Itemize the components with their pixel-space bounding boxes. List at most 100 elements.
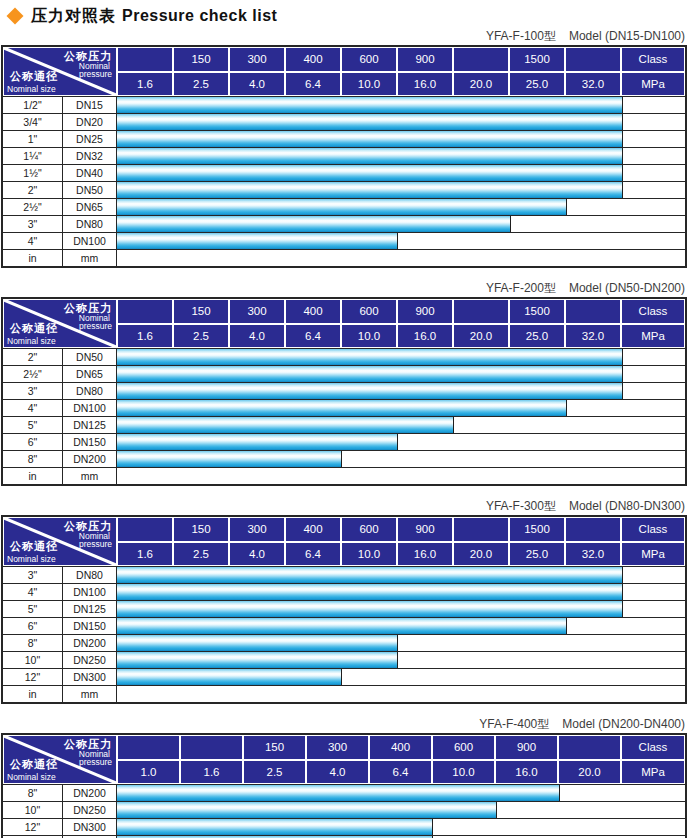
pressure-table: 公称压力Nominalpressure公称通径Nominal size15030… (1, 297, 687, 486)
inch-size-cell: 2½" (3, 366, 63, 382)
dn-size-cell: DN100 (63, 584, 117, 600)
class-value-cell: 400 (286, 48, 340, 71)
class-value-cell (454, 48, 508, 71)
table-caption: YFA-F-400型Model (DN200-DN400) (0, 704, 688, 733)
pressure-bar-zone (117, 250, 685, 266)
mpa-value-cell: 16.0 (398, 325, 452, 348)
pressure-bar-zone (117, 199, 685, 215)
inch-size-cell: 5" (3, 601, 63, 617)
corner-header-cell: 公称压力Nominalpressure公称通径Nominal size (4, 736, 116, 783)
table-row: 6"DN150 (3, 433, 685, 450)
inch-size-cell: 8" (3, 635, 63, 651)
class-value-cell: 600 (342, 518, 396, 541)
table-caption: YFA-F-300型Model (DN80-DN300) (0, 486, 688, 515)
catalog-page: 压力对照表 Pressure check list YFA-F-100型Mode… (0, 0, 688, 838)
pressure-range-bar (117, 233, 398, 249)
table-row: inmm (3, 467, 685, 484)
class-value-cell: 900 (398, 300, 452, 323)
inch-size-cell: in (3, 468, 63, 484)
caption-model: YFA-F-100型 (486, 29, 556, 43)
class-unit-cell: Class (622, 736, 684, 759)
mpa-unit-cell: MPa (622, 543, 684, 566)
pressure-bar-zone (117, 400, 685, 416)
class-value-cell (181, 736, 242, 759)
caption-model: YFA-F-200型 (486, 281, 556, 295)
inch-size-cell: 5" (3, 417, 63, 433)
inch-size-cell: 4" (3, 584, 63, 600)
mpa-value-cell: 1.6 (118, 543, 172, 566)
corner-size-en: Nominal size (7, 336, 56, 346)
table-header: 公称压力Nominalpressure公称通径Nominal size15030… (3, 47, 685, 96)
mpa-value-cell: 32.0 (566, 73, 620, 96)
pressure-range-bar (117, 451, 342, 467)
inch-size-cell: 12" (3, 669, 63, 685)
mpa-value-cell: 20.0 (559, 761, 620, 784)
table-row: 3"DN80 (3, 566, 685, 583)
dn-size-cell: DN125 (63, 601, 117, 617)
pressure-bar-zone (117, 468, 685, 484)
class-value-cell (118, 300, 172, 323)
pressure-range-bar (117, 785, 560, 801)
table-row: 12"DN300 (3, 818, 685, 835)
table-row: 10"DN250 (3, 651, 685, 668)
table-row: 1"DN25 (3, 130, 685, 147)
caption-range: Model (DN200-DN400) (562, 717, 685, 731)
dn-size-cell: DN200 (63, 635, 117, 651)
table-body: 1/2"DN153/4"DN201"DN251¼"DN321½"DN402"DN… (3, 96, 685, 266)
dn-size-cell: DN100 (63, 233, 117, 249)
pressure-range-bar (117, 400, 567, 416)
class-value-cell (559, 736, 620, 759)
pressure-bar-zone (117, 349, 685, 365)
mpa-value-cell: 1.6 (118, 73, 172, 96)
pressure-bar-zone (117, 635, 685, 651)
dn-size-cell: DN200 (63, 785, 117, 801)
corner-size-zh: 公称通径 (10, 539, 58, 554)
dn-size-cell: DN50 (63, 182, 117, 198)
mpa-value-cell: 32.0 (566, 543, 620, 566)
table-row: 2½"DN65 (3, 365, 685, 382)
pressure-range-bar (117, 366, 623, 382)
pressure-table: 公称压力Nominalpressure公称通径Nominal size15030… (1, 45, 687, 268)
mpa-value-cell: 4.0 (307, 761, 368, 784)
caption-range: Model (DN50-DN200) (569, 281, 685, 295)
class-row: 1503004006009001500Class (118, 300, 684, 323)
table-row: 8"DN200 (3, 784, 685, 801)
class-value-cell: 150 (174, 48, 228, 71)
pressure-bar-zone (117, 802, 685, 818)
corner-pressure-en2: pressure (79, 539, 112, 549)
caption-model: YFA-F-300型 (486, 499, 556, 513)
pressure-range-bar (117, 618, 567, 634)
corner-pressure-en2: pressure (79, 321, 112, 331)
class-value-cell: 900 (496, 736, 557, 759)
table-row: 10"DN250 (3, 801, 685, 818)
class-value-cell: 300 (307, 736, 368, 759)
table-row: 8"DN200 (3, 450, 685, 467)
pressure-bar-zone (117, 383, 685, 399)
pressure-range-bar (117, 148, 623, 164)
mpa-value-cell: 16.0 (496, 761, 557, 784)
mpa-value-cell: 25.0 (510, 543, 564, 566)
class-value-cell: 150 (174, 300, 228, 323)
table-body: 2"DN502½"DN653"DN804"DN1005"DN1256"DN150… (3, 348, 685, 484)
mpa-value-cell: 1.6 (118, 325, 172, 348)
mpa-value-cell: 10.0 (342, 543, 396, 566)
mpa-value-cell: 10.0 (342, 73, 396, 96)
class-value-cell (454, 518, 508, 541)
table-row: 3"DN80 (3, 215, 685, 232)
inch-size-cell: 1" (3, 131, 63, 147)
class-unit-cell: Class (622, 48, 684, 71)
dn-size-cell: DN20 (63, 114, 117, 130)
pressure-range-bar (117, 417, 454, 433)
pressure-range-bar (117, 97, 623, 113)
inch-size-cell: 3" (3, 567, 63, 583)
table-header: 公称压力Nominalpressure公称通径Nominal size15030… (3, 299, 685, 348)
mpa-row: 1.01.62.54.06.410.016.020.0MPa (118, 761, 684, 784)
dn-size-cell: DN300 (63, 819, 117, 835)
pressure-range-bar (117, 802, 497, 818)
mpa-value-cell: 6.4 (286, 325, 340, 348)
table-row: 4"DN100 (3, 232, 685, 249)
table-row: 3"DN80 (3, 382, 685, 399)
pressure-table: 公称压力Nominalpressure公称通径Nominal size15030… (1, 733, 687, 838)
page-title-en: Pressure check list (122, 7, 277, 25)
table-row: 1½"DN40 (3, 164, 685, 181)
